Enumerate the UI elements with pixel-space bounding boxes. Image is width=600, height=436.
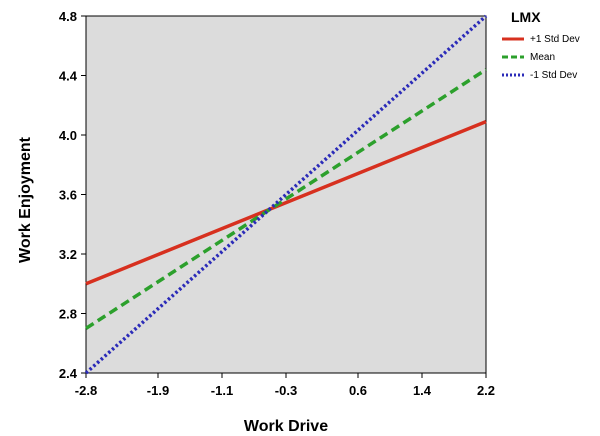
- legend-label: +1 Std Dev: [530, 34, 580, 45]
- y-tick-label: 4.8: [59, 9, 77, 24]
- x-tick-label: -2.8: [75, 383, 97, 398]
- series-line-2: [85, 68, 487, 330]
- series-lines: [84, 14, 488, 375]
- legend-label: -1 Std Dev: [530, 70, 577, 81]
- x-tick-label: 1.4: [413, 383, 432, 398]
- x-tick-label: -0.3: [275, 383, 297, 398]
- y-tick-label: 4.0: [59, 128, 77, 143]
- y-tick-label: 2.8: [59, 307, 77, 322]
- series-line-3: [84, 14, 488, 375]
- x-tick-label: 0.6: [349, 383, 367, 398]
- y-axis-title: Work Enjoyment: [17, 136, 34, 263]
- y-tick-label: 3.6: [59, 188, 77, 203]
- y-axis: 2.4 2.8 3.2 3.6 4.0 4.4 4.8: [59, 9, 86, 381]
- y-tick-label: 3.2: [59, 247, 77, 262]
- series-line-1: [85, 119, 487, 286]
- x-tick-label: -1.1: [211, 383, 233, 398]
- x-axis: -2.8 -1.9 -1.1 -0.3 0.6 1.4 2.2: [75, 373, 495, 398]
- x-tick-label: 2.2: [477, 383, 495, 398]
- x-axis-title: Work Drive: [244, 418, 328, 435]
- y-tick-label: 2.4: [59, 366, 78, 381]
- legend-label: Mean: [530, 52, 555, 63]
- y-tick-label: 4.4: [59, 69, 78, 84]
- legend-title: LMX: [511, 9, 541, 25]
- x-tick-label: -1.9: [147, 383, 169, 398]
- legend: LMX +1 Std Dev Mean -1 Std Dev: [502, 9, 580, 81]
